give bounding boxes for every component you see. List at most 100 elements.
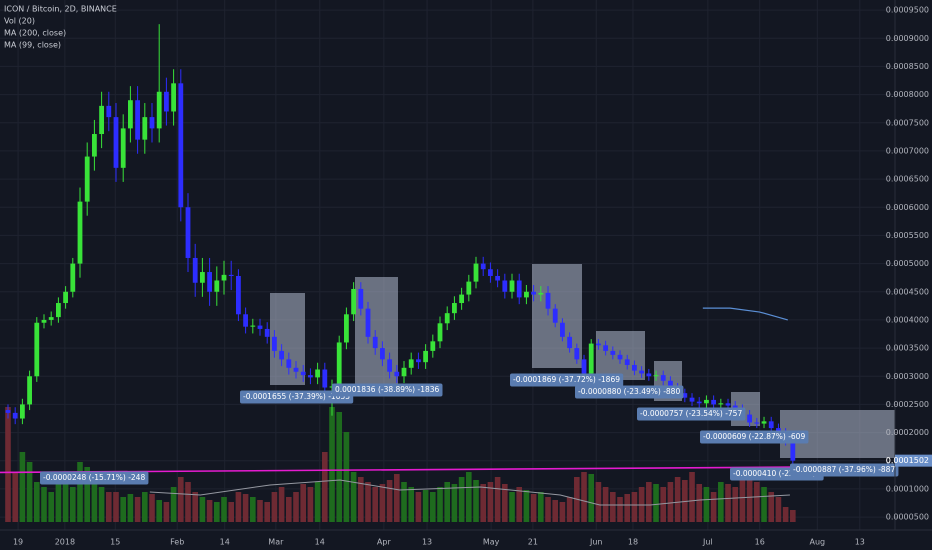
volume-bar <box>487 482 494 522</box>
volume-bar <box>336 412 343 522</box>
volume-bar <box>566 497 573 522</box>
annotation-label: -0.0000880 (-23.49%) -880 <box>578 387 680 396</box>
candle-body <box>704 399 709 404</box>
volume-bar <box>725 484 731 522</box>
volume-bar <box>696 484 703 522</box>
x-tick-label: 2018 <box>55 538 75 547</box>
annotation-box <box>240 390 354 404</box>
candle-body <box>653 375 659 377</box>
candle-body <box>293 367 299 372</box>
candle-body <box>41 319 47 323</box>
volume-bar <box>415 492 422 522</box>
candle-body <box>286 359 292 368</box>
volume-bar <box>739 480 746 522</box>
annotations: -0.0000248 (-15.71%) -248 -0.0001655 (-37… <box>40 373 899 485</box>
annotation-box <box>790 463 899 477</box>
candle-body <box>711 399 717 405</box>
volume-bar <box>710 492 717 522</box>
volume-bar <box>530 494 537 522</box>
ma-line <box>0 465 896 474</box>
candle-body <box>682 393 688 398</box>
candle-body <box>473 263 479 282</box>
candle-body <box>27 376 32 405</box>
volume-bar <box>667 482 674 522</box>
candle-body <box>156 91 162 129</box>
candle-body <box>207 272 213 292</box>
x-tick-label: 14 <box>315 538 325 547</box>
candle-body <box>387 359 393 372</box>
candle-body <box>488 269 493 276</box>
candle-body <box>99 105 104 135</box>
candle-body <box>480 263 486 270</box>
volume-bar <box>134 497 141 522</box>
volume-bar <box>718 482 724 522</box>
volume-bar <box>430 492 436 522</box>
volume-bar <box>185 482 191 522</box>
candle-body <box>732 405 738 409</box>
volume-bar <box>422 490 429 522</box>
candle-body <box>596 343 601 346</box>
candle-body <box>171 83 176 112</box>
x-tick-label: Jun <box>589 538 603 547</box>
y-tick-label: 0.0008000 <box>886 90 929 99</box>
candle-body <box>236 275 241 315</box>
y-tick-label: 0.0003000 <box>886 372 929 381</box>
annotation-box <box>637 407 746 421</box>
volume-bar <box>293 492 299 522</box>
volume-bar <box>732 487 739 522</box>
volume-bar <box>523 490 530 522</box>
candle-body <box>63 291 68 304</box>
annotation-label: -0.0000248 (-15.71%) -248 <box>43 473 145 482</box>
volume-bar <box>674 477 681 522</box>
candle-body <box>380 348 385 360</box>
candle-body <box>77 201 83 264</box>
y-tick-label: 0.0004000 <box>886 315 929 324</box>
candle-body <box>689 397 695 402</box>
candle-body <box>200 272 205 283</box>
candle-body <box>776 428 781 433</box>
volume-bar <box>545 497 551 522</box>
legend-entry: MA (99, close) <box>4 41 61 50</box>
volume-bar <box>394 474 400 522</box>
volume-bar <box>790 510 796 522</box>
volume-bar <box>322 452 328 522</box>
y-tick-label: 0.0005500 <box>886 231 929 240</box>
volume-bar <box>19 452 26 522</box>
volume-bar <box>372 487 379 522</box>
volume-bar <box>98 487 105 522</box>
annotation-label: -0.0000757 (-23.54%) -757 <box>640 409 742 418</box>
annotation-label: -0.0001655 (-37.39%) -1655 <box>243 392 350 401</box>
x-tick-label: 18 <box>628 538 638 547</box>
volume-bar <box>242 494 249 522</box>
candle-body <box>192 257 198 283</box>
candle-body <box>617 354 623 360</box>
volume-bar <box>631 492 638 522</box>
volume-bar <box>170 487 177 522</box>
y-tick-label: 0.0006500 <box>886 175 929 184</box>
y-tick-label: 0.0000500 <box>886 513 929 522</box>
annotation-label: -0.0000410 (-22.86%, - <box>733 469 821 478</box>
candle-body <box>416 359 421 363</box>
volume-bar <box>343 432 350 522</box>
candle-body <box>336 342 342 387</box>
candle-body <box>459 294 465 304</box>
legend-entry: Vol (20) <box>4 17 35 26</box>
volume-bar <box>199 497 206 522</box>
volume-bar <box>149 494 155 522</box>
volume-bar <box>127 494 134 522</box>
volume-bar <box>552 500 559 522</box>
candle-body <box>257 325 263 329</box>
indicator-lines <box>0 307 896 474</box>
volume-bar <box>480 484 487 522</box>
volume-bar <box>300 484 307 522</box>
candle-body <box>127 100 133 129</box>
candle-body <box>185 207 191 258</box>
x-tick-label: 19 <box>13 538 23 547</box>
volume-bar <box>386 480 393 522</box>
volume-bar <box>768 492 775 522</box>
volume-bar <box>329 407 335 522</box>
volume-bar <box>494 477 501 522</box>
volume-bar <box>178 477 184 522</box>
candle-body <box>567 336 573 349</box>
